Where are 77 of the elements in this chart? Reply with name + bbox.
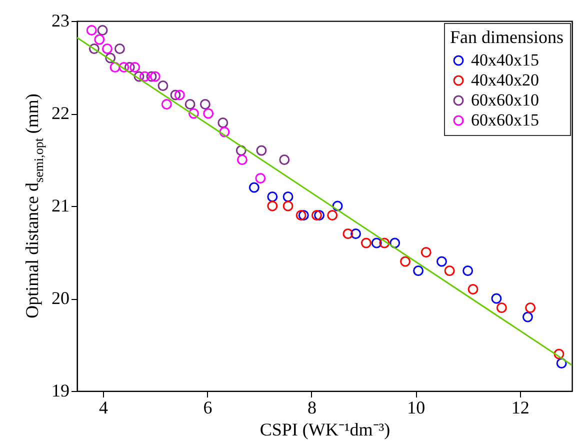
point — [150, 71, 160, 82]
point — [282, 192, 294, 202]
point — [279, 154, 290, 165]
legend-label: 40x40x15 — [471, 50, 539, 70]
point — [114, 44, 125, 54]
point — [170, 90, 181, 100]
x-tick-label: 10 — [407, 398, 426, 418]
point — [491, 293, 502, 304]
point — [444, 266, 455, 276]
legend-label: 40x40x20 — [471, 70, 539, 90]
point — [161, 99, 172, 110]
y-tick-label: 19 — [52, 380, 70, 400]
point — [496, 302, 507, 313]
legend-title: Fan dimensions — [450, 27, 564, 47]
x-tick-label: 6 — [203, 398, 212, 418]
point — [236, 145, 246, 156]
y-axis-title: Optimal distance dsemi,opt (mm) — [22, 94, 46, 318]
x-tick-label: 8 — [307, 398, 316, 418]
point — [327, 210, 338, 220]
point — [88, 44, 100, 54]
x-axis-title: CSPI (WK⁻¹dm⁻³) — [260, 420, 390, 440]
point — [118, 62, 130, 72]
legend-label: 60x60x15 — [471, 110, 539, 130]
point — [140, 71, 150, 82]
point — [311, 210, 322, 220]
point — [468, 284, 478, 294]
point — [236, 154, 248, 165]
point — [248, 182, 260, 193]
y-tick-label: 21 — [52, 196, 70, 216]
point — [174, 90, 185, 100]
point — [413, 266, 424, 276]
point — [342, 228, 354, 239]
point — [371, 238, 382, 248]
point — [360, 238, 372, 248]
point — [256, 145, 267, 156]
x-tick-label: 4 — [99, 398, 108, 418]
point — [296, 210, 306, 220]
point — [134, 71, 144, 82]
point — [105, 52, 116, 64]
point — [218, 118, 228, 128]
x-tick-label: 12 — [511, 398, 530, 418]
point — [525, 302, 536, 313]
point — [379, 238, 390, 248]
point — [255, 173, 266, 184]
point — [86, 25, 97, 36]
y-tick-label: 20 — [52, 288, 70, 308]
point — [400, 256, 410, 267]
point — [94, 34, 105, 45]
point — [282, 200, 294, 212]
point — [102, 44, 112, 54]
point — [298, 210, 309, 220]
point — [146, 71, 157, 82]
point — [124, 62, 135, 72]
point — [219, 126, 230, 138]
point — [554, 348, 564, 360]
point — [200, 99, 210, 110]
y-tick-label: 22 — [52, 103, 70, 123]
point — [314, 210, 325, 220]
point — [350, 228, 361, 239]
legend-label: 60x60x10 — [471, 90, 539, 110]
point — [267, 200, 278, 212]
point — [462, 266, 474, 276]
point — [203, 108, 214, 119]
point — [97, 25, 108, 36]
point — [332, 200, 343, 212]
point — [522, 312, 533, 322]
point — [267, 192, 278, 202]
point — [390, 238, 400, 248]
point — [130, 62, 140, 72]
point — [188, 108, 199, 119]
point — [158, 80, 168, 91]
point — [110, 62, 120, 72]
point — [420, 247, 432, 258]
point — [436, 256, 447, 267]
point — [556, 358, 567, 368]
point — [184, 99, 196, 110]
y-tick-label: 23 — [52, 10, 70, 30]
